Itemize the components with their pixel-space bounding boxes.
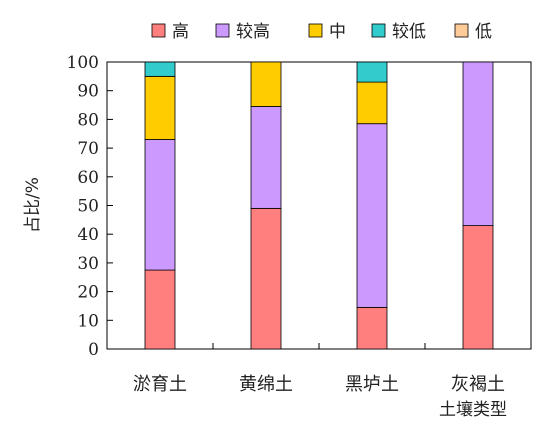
bar-segment <box>462 225 494 350</box>
x-tick-label: 淤育土 <box>133 374 187 395</box>
bar-segment <box>144 75 176 140</box>
y-tick-label: 10 <box>77 311 99 331</box>
x-tick-label: 灰褐土 <box>451 374 505 395</box>
y-tick-label: 80 <box>77 110 99 130</box>
x-tick-label: 黄绵土 <box>239 374 293 395</box>
bar-segment <box>144 139 176 271</box>
legend-label: 高 <box>172 22 189 42</box>
y-tick-label: 100 <box>67 53 99 73</box>
y-tick-label: 40 <box>77 225 99 245</box>
legend: 高 较高 中 较低 低 <box>151 22 492 42</box>
y-tick-label: 60 <box>77 168 99 188</box>
y-axis: 0 10 20 30 40 50 60 70 80 90 100 <box>67 53 113 360</box>
legend-label: 较高 <box>236 22 270 42</box>
y-tick-label: 0 <box>88 340 99 360</box>
legend-swatch <box>215 23 230 38</box>
legend-swatch <box>454 23 469 38</box>
bar-segment <box>356 61 388 83</box>
bars-group <box>144 61 494 350</box>
bar-segment <box>356 306 388 350</box>
x-tick-label: 黑垆土 <box>345 374 399 395</box>
legend-label: 低 <box>475 22 492 42</box>
legend-swatch <box>308 23 323 38</box>
bar-segment <box>250 207 282 350</box>
bar-segment <box>356 81 388 125</box>
bar-segment <box>144 269 176 350</box>
bar-segment <box>356 123 388 308</box>
y-tick-label: 70 <box>77 139 99 159</box>
x-axis: 淤育土 黄绵土 黑垆土 灰褐土 <box>133 343 505 395</box>
y-tick-label: 50 <box>77 197 99 217</box>
legend-label: 较低 <box>392 22 426 42</box>
y-tick-label: 90 <box>77 82 99 102</box>
bar-segment <box>250 106 282 209</box>
y-tick-label: 30 <box>77 254 99 274</box>
x-axis-label: 土壤类型 <box>439 399 507 420</box>
bar-segment <box>250 61 282 107</box>
legend-label: 中 <box>329 22 346 42</box>
y-tick-label: 20 <box>77 283 99 303</box>
legend-swatch <box>151 23 166 38</box>
bar-segment <box>462 61 494 226</box>
y-axis-label: 占比/% <box>23 177 43 233</box>
bar-segment <box>144 61 176 77</box>
legend-swatch <box>371 23 386 38</box>
